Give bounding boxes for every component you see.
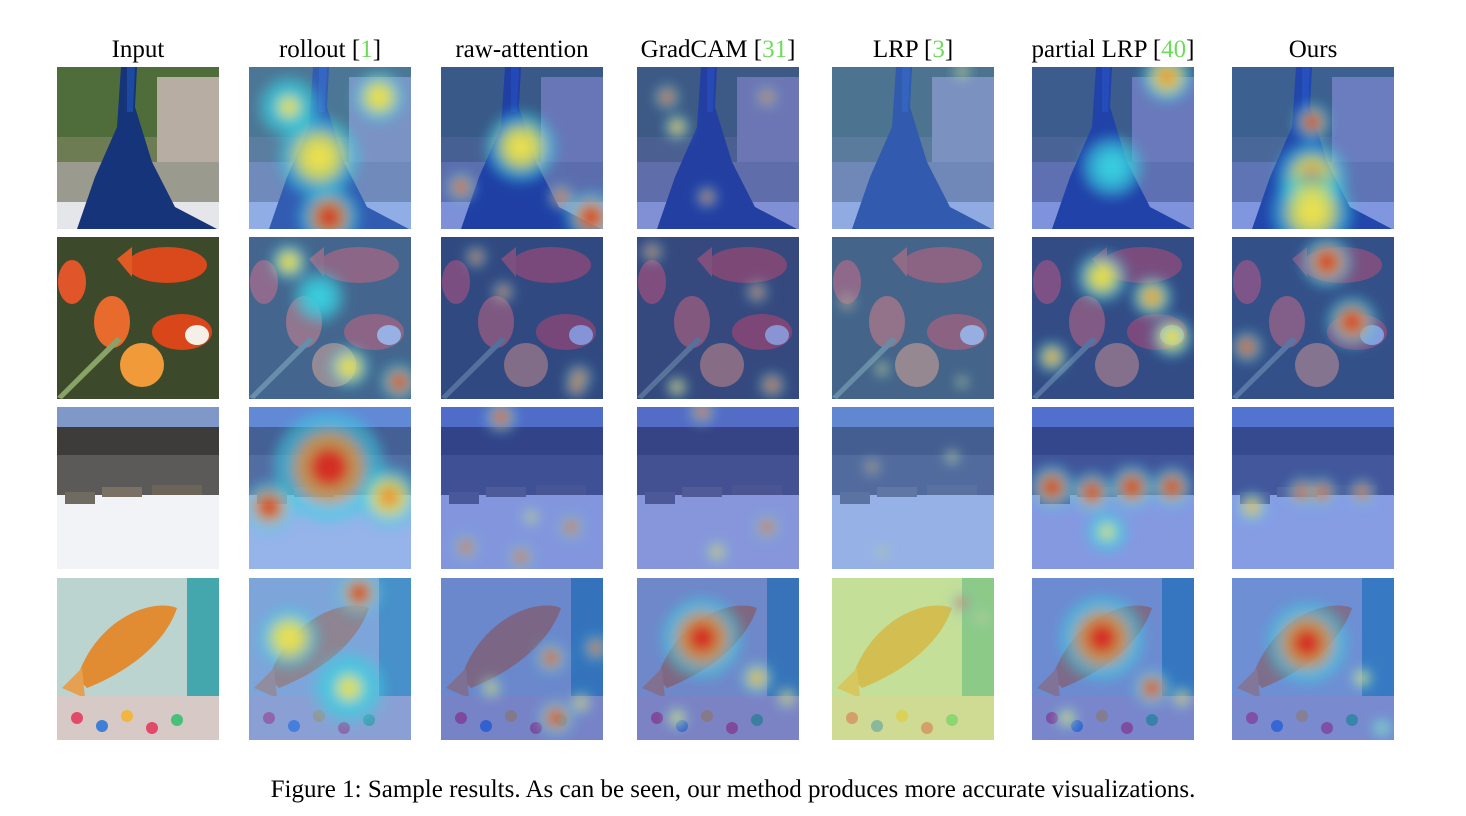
column-header-rollout: rollout [1] <box>278 36 382 63</box>
figure-image-goldfish-tulips-ours <box>1232 237 1394 399</box>
figure-image-peacock-partial-lrp <box>1032 67 1194 229</box>
figure-image-goldfish-tulips-raw-attention <box>441 237 603 399</box>
figure-image-sled-dogs-partial-lrp <box>1032 407 1194 569</box>
figure-image-peacock-lrp <box>832 67 994 229</box>
column-header-input: Input <box>111 36 165 63</box>
figure-image-aquarium-fish-raw-attention <box>441 578 603 740</box>
figure-image-goldfish-tulips-lrp <box>832 237 994 399</box>
column-header-partial-lrp: partial LRP [40] <box>1031 36 1195 63</box>
figure-image-aquarium-fish-gradcam <box>637 578 799 740</box>
figure-image-sled-dogs-ours <box>1232 407 1394 569</box>
citation-link[interactable]: 31 <box>762 36 788 63</box>
column-header-raw-attention: raw-attention <box>455 36 589 63</box>
figure-image-aquarium-fish-lrp <box>832 578 994 740</box>
figure-image-aquarium-fish-input <box>57 578 219 740</box>
figure-image-peacock-rollout <box>249 67 411 229</box>
figure-image-sled-dogs-gradcam <box>637 407 799 569</box>
figure-caption: Figure 1: Sample results. As can be seen… <box>270 776 1196 803</box>
figure-image-peacock-gradcam <box>637 67 799 229</box>
figure-image-aquarium-fish-partial-lrp <box>1032 578 1194 740</box>
figure-image-peacock-raw-attention <box>441 67 603 229</box>
figure-image-sled-dogs-raw-attention <box>441 407 603 569</box>
citation-link[interactable]: 1 <box>360 36 373 63</box>
figure-image-peacock-ours <box>1232 67 1394 229</box>
citation-link[interactable]: 3 <box>932 36 945 63</box>
figure-image-goldfish-tulips-rollout <box>249 237 411 399</box>
figure-image-goldfish-tulips-input <box>57 237 219 399</box>
figure-image-peacock-input <box>57 67 219 229</box>
column-header-ours: Ours <box>1288 36 1338 63</box>
figure-image-goldfish-tulips-partial-lrp <box>1032 237 1194 399</box>
figure-image-sled-dogs-rollout <box>249 407 411 569</box>
column-header-lrp: LRP [3] <box>872 36 954 63</box>
citation-link[interactable]: 40 <box>1161 36 1187 63</box>
figure-image-goldfish-tulips-gradcam <box>637 237 799 399</box>
figure-image-aquarium-fish-ours <box>1232 578 1394 740</box>
figure-image-aquarium-fish-rollout <box>249 578 411 740</box>
figure-image-sled-dogs-input <box>57 407 219 569</box>
figure-image-sled-dogs-lrp <box>832 407 994 569</box>
column-header-gradcam: GradCAM [31] <box>640 36 796 63</box>
